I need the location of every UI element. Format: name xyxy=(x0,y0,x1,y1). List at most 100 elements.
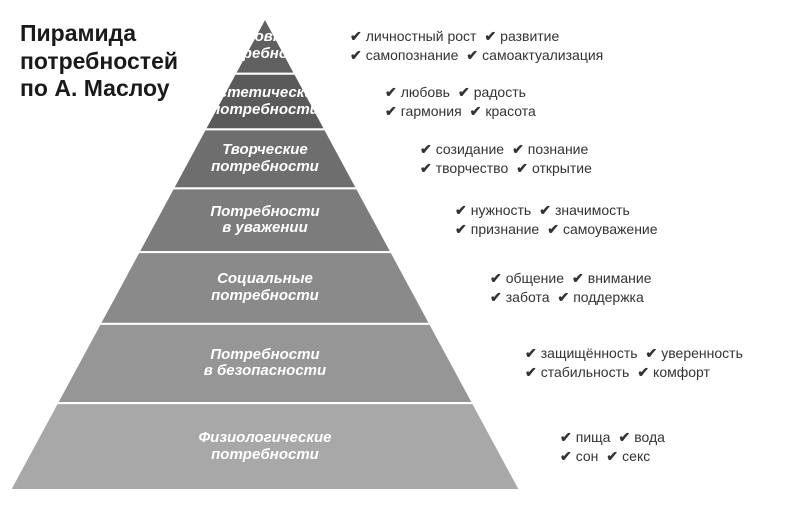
check-icon: ✔ xyxy=(516,160,528,177)
check-icon: ✔ xyxy=(484,28,496,45)
attr-text: красота xyxy=(485,103,535,119)
level-label-line: Творческие xyxy=(222,142,308,159)
attr-row: ✔общение✔внимание xyxy=(490,270,652,287)
check-icon: ✔ xyxy=(466,47,478,64)
check-icon: ✔ xyxy=(490,270,502,287)
attr-item: ✔вода xyxy=(618,429,664,446)
attr-row: ✔стабильность✔комфорт xyxy=(525,364,743,381)
check-icon: ✔ xyxy=(557,289,569,306)
level-label-line: в уважении xyxy=(222,220,308,237)
check-icon: ✔ xyxy=(547,221,559,238)
level-attributes-1: ✔любовь✔радость✔гармония✔красота xyxy=(385,74,536,130)
check-icon: ✔ xyxy=(385,84,397,101)
level-attributes-0: ✔личностный рост✔развитие✔самопознание✔с… xyxy=(350,18,603,74)
level-attributes-4: ✔общение✔внимание✔забота✔поддержка xyxy=(490,252,652,324)
attr-item: ✔развитие xyxy=(484,28,559,45)
check-icon: ✔ xyxy=(420,141,432,158)
level-label-line: Физиологические xyxy=(198,430,331,447)
attr-item: ✔самоуважение xyxy=(547,221,657,238)
attr-item: ✔забота xyxy=(490,289,549,306)
attr-item: ✔гармония xyxy=(385,103,462,120)
level-label-line: Духовные xyxy=(227,29,303,46)
attr-text: уверенность xyxy=(661,345,743,361)
attr-text: вода xyxy=(634,429,665,445)
attr-item: ✔творчество xyxy=(420,160,508,177)
attr-item: ✔сон xyxy=(560,448,598,465)
attr-item: ✔комфорт xyxy=(637,364,710,381)
check-icon: ✔ xyxy=(618,429,630,446)
attr-text: развитие xyxy=(500,28,559,44)
check-icon: ✔ xyxy=(350,47,362,64)
attr-row: ✔признание✔самоуважение xyxy=(455,221,658,238)
attr-row: ✔сон✔секс xyxy=(560,448,665,465)
attr-item: ✔внимание xyxy=(572,270,651,287)
attr-item: ✔открытие xyxy=(516,160,592,177)
level-label-line: Потребности xyxy=(210,204,319,221)
attr-item: ✔познание xyxy=(512,141,588,158)
level-attributes-3: ✔нужность✔значимость✔признание✔самоуваже… xyxy=(455,188,658,252)
level-label-line: потребности xyxy=(211,288,319,305)
attr-item: ✔секс xyxy=(606,448,650,465)
check-icon: ✔ xyxy=(637,364,649,381)
check-icon: ✔ xyxy=(385,103,397,120)
attr-text: созидание xyxy=(436,141,504,157)
check-icon: ✔ xyxy=(350,28,362,45)
attr-text: гармония xyxy=(401,103,462,119)
check-icon: ✔ xyxy=(572,270,584,287)
attr-text: открытие xyxy=(532,160,592,176)
level-attributes-6: ✔пища✔вода✔сон✔секс xyxy=(560,403,665,490)
attr-text: поддержка xyxy=(573,289,644,305)
attr-text: значимость xyxy=(555,202,630,218)
attr-text: забота xyxy=(506,289,550,305)
attr-text: сон xyxy=(576,448,599,464)
attr-text: комфорт xyxy=(653,364,710,380)
check-icon: ✔ xyxy=(420,160,432,177)
check-icon: ✔ xyxy=(512,141,524,158)
attr-row: ✔любовь✔радость xyxy=(385,84,536,101)
attr-row: ✔творчество✔открытие xyxy=(420,160,592,177)
check-icon: ✔ xyxy=(646,345,658,362)
attr-text: стабильность xyxy=(541,364,630,380)
attr-text: внимание xyxy=(588,270,652,286)
pyramid-level-label-4: Социальныепотребности xyxy=(119,252,411,324)
attr-item: ✔пища xyxy=(560,429,610,446)
attr-text: признание xyxy=(471,221,539,237)
pyramid-level-label-2: Творческиепотребности xyxy=(189,129,341,188)
attr-row: ✔нужность ✔значимость xyxy=(455,202,658,219)
attr-text: самоактуализация xyxy=(482,47,603,63)
attr-text: личностный рост xyxy=(366,28,477,44)
attr-item: ✔созидание xyxy=(420,141,504,158)
attr-row: ✔личностный рост✔развитие xyxy=(350,28,603,45)
level-label-line: Эстетические xyxy=(208,85,322,102)
level-attributes-2: ✔созидание✔познание✔творчество✔открытие xyxy=(420,129,592,188)
attr-item: ✔стабильность xyxy=(525,364,629,381)
attr-item: ✔личностный рост xyxy=(350,28,476,45)
attr-row: ✔забота✔поддержка xyxy=(490,289,652,306)
pyramid-level-label-0: Духовныепотребности xyxy=(250,18,280,74)
attr-item: ✔уверенность xyxy=(646,345,743,362)
attr-text: пища xyxy=(576,429,611,445)
check-icon: ✔ xyxy=(539,202,551,219)
attr-text: радость xyxy=(474,84,526,100)
attr-item: ✔нужность xyxy=(455,202,531,219)
attr-text: самопознание xyxy=(366,47,459,63)
attr-text: творчество xyxy=(436,160,509,176)
attr-item: ✔самоактуализация xyxy=(466,47,603,64)
level-label-line: в безопасности xyxy=(204,363,326,380)
level-label-line: потребности xyxy=(211,102,319,119)
check-icon: ✔ xyxy=(560,448,572,465)
attr-row: ✔самопознание✔самоактуализация xyxy=(350,47,603,64)
attr-text: общение xyxy=(506,270,564,286)
check-icon: ✔ xyxy=(458,84,470,101)
check-icon: ✔ xyxy=(455,221,467,238)
level-label-line: потребности xyxy=(211,46,319,63)
level-label-line: потребности xyxy=(211,447,319,464)
check-icon: ✔ xyxy=(525,345,537,362)
attr-text: нужность xyxy=(471,202,531,218)
attr-item: ✔поддержка xyxy=(557,289,643,306)
check-icon: ✔ xyxy=(470,103,482,120)
level-label-line: потребности xyxy=(211,159,319,176)
attr-text: секс xyxy=(622,448,650,464)
check-icon: ✔ xyxy=(490,289,502,306)
attr-item: ✔самопознание xyxy=(350,47,458,64)
